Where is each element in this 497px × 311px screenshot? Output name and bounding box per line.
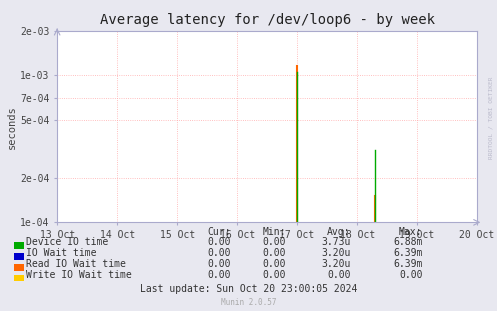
- Text: 0.00: 0.00: [262, 237, 286, 247]
- Text: Cur:: Cur:: [208, 227, 231, 237]
- Text: 0.00: 0.00: [208, 237, 231, 247]
- Text: 0.00: 0.00: [208, 270, 231, 280]
- Text: 0.00: 0.00: [208, 259, 231, 269]
- Y-axis label: seconds: seconds: [7, 105, 17, 149]
- Text: Last update: Sun Oct 20 23:00:05 2024: Last update: Sun Oct 20 23:00:05 2024: [140, 284, 357, 294]
- Text: 3.73u: 3.73u: [321, 237, 350, 247]
- Title: Average latency for /dev/loop6 - by week: Average latency for /dev/loop6 - by week: [99, 13, 435, 27]
- Text: 6.39m: 6.39m: [393, 248, 422, 258]
- Text: Munin 2.0.57: Munin 2.0.57: [221, 298, 276, 307]
- Text: 0.00: 0.00: [399, 270, 422, 280]
- Text: Min:: Min:: [262, 227, 286, 237]
- Text: 0.00: 0.00: [208, 248, 231, 258]
- Text: 0.00: 0.00: [262, 259, 286, 269]
- Text: RRDTOOL / TOBI OETIKER: RRDTOOL / TOBI OETIKER: [489, 77, 494, 160]
- Text: Read IO Wait time: Read IO Wait time: [26, 259, 126, 269]
- Text: 6.39m: 6.39m: [393, 259, 422, 269]
- Text: 0.00: 0.00: [262, 270, 286, 280]
- Text: Avg:: Avg:: [327, 227, 350, 237]
- Text: 3.20u: 3.20u: [321, 248, 350, 258]
- Text: Max:: Max:: [399, 227, 422, 237]
- Text: 6.88m: 6.88m: [393, 237, 422, 247]
- Text: 3.20u: 3.20u: [321, 259, 350, 269]
- Text: 0.00: 0.00: [262, 248, 286, 258]
- Text: Write IO Wait time: Write IO Wait time: [26, 270, 132, 280]
- Text: 0.00: 0.00: [327, 270, 350, 280]
- Text: Device IO time: Device IO time: [26, 237, 108, 247]
- Text: IO Wait time: IO Wait time: [26, 248, 96, 258]
